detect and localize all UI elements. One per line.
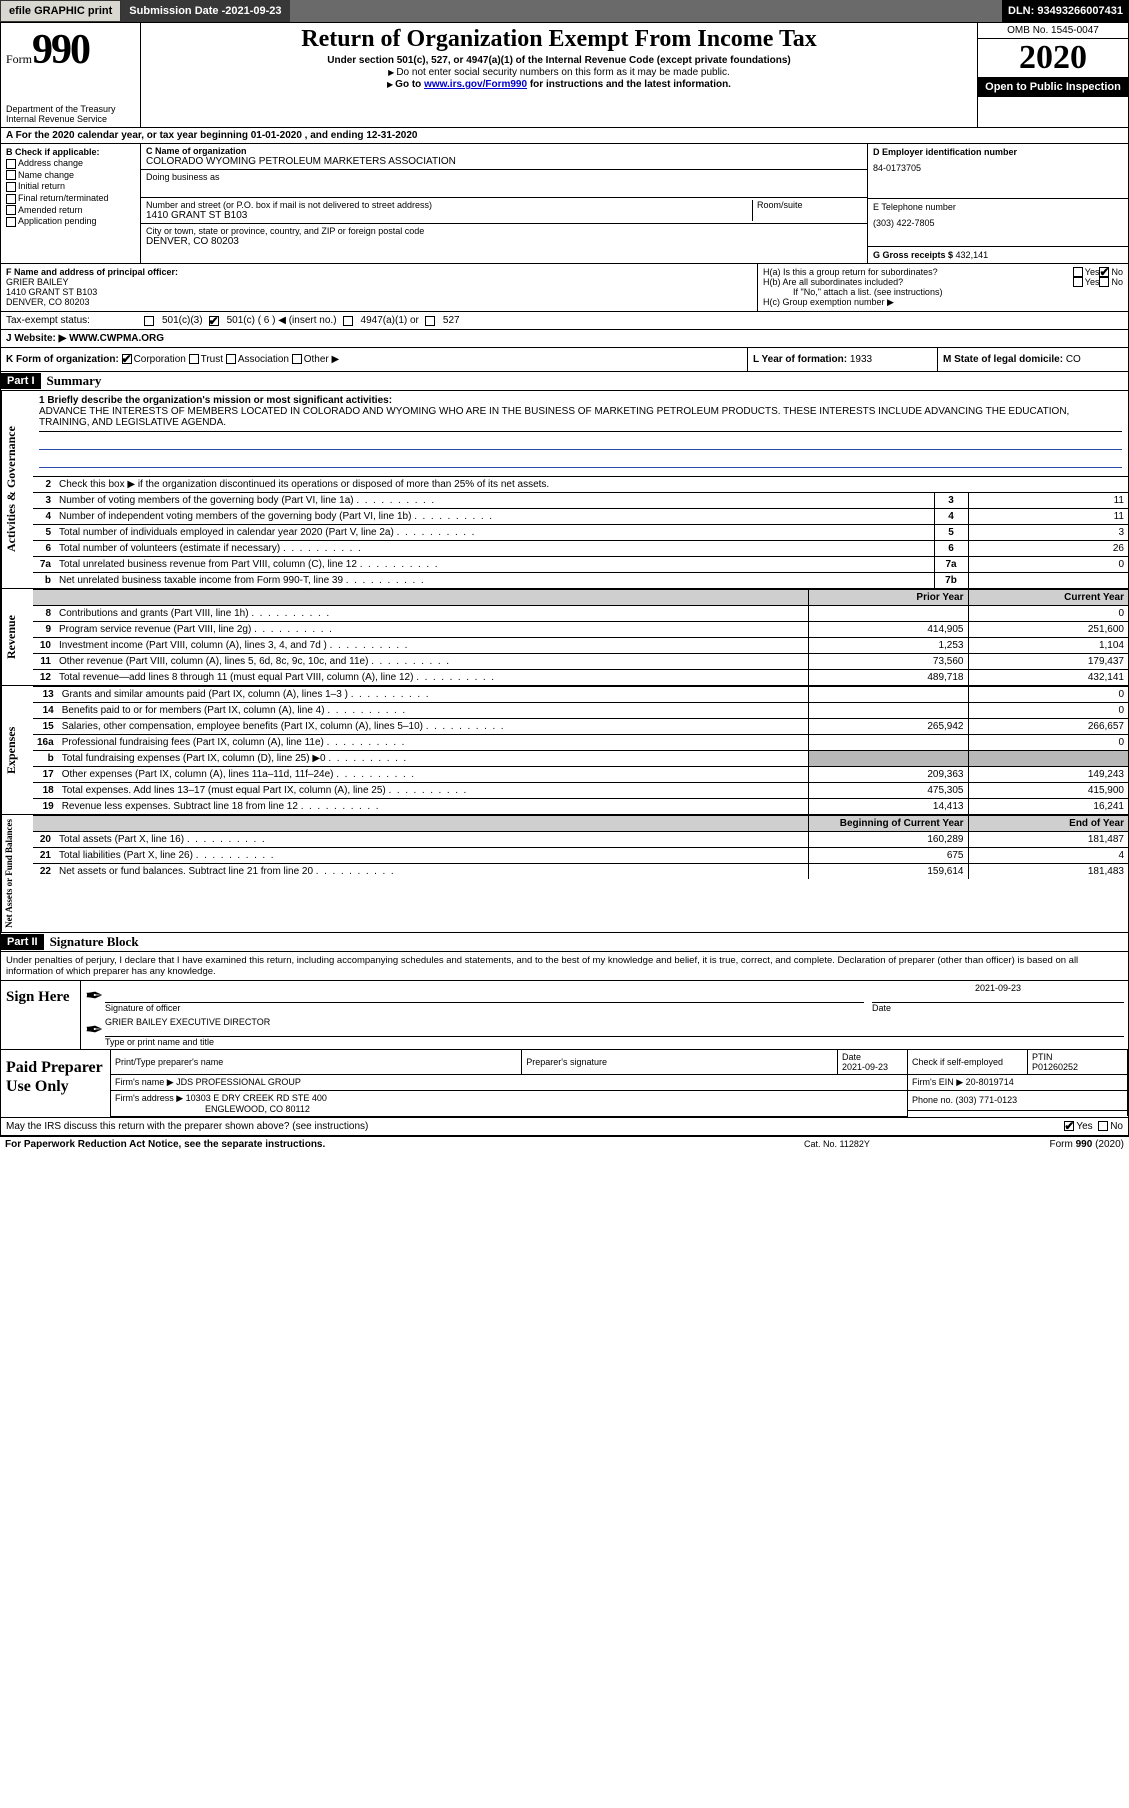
form-title-block: Return of Organization Exempt From Incom… — [141, 23, 978, 127]
paid-preparer-label: Paid Preparer Use Only — [1, 1050, 111, 1117]
form-of-org-row: K Form of organization: Corporation Trus… — [1, 348, 1128, 372]
activities-governance-label: Activities & Governance — [1, 391, 33, 588]
group-return-block: H(a) Is this a group return for subordin… — [758, 264, 1128, 311]
website-row: J Website: ▶ WWW.CWPMA.ORG — [1, 330, 1128, 348]
form-id-block: Form990 Department of the Treasury Inter… — [1, 23, 141, 127]
year-block: OMB No. 1545-0047 2020 Open to Public In… — [978, 23, 1128, 127]
page-title: Return of Organization Exempt From Incom… — [146, 26, 972, 53]
check-applicable-col: B Check if applicable: Address changeNam… — [1, 144, 141, 263]
revenue-label: Revenue — [1, 589, 33, 685]
top-toolbar: efile GRAPHIC print Submission Date - 20… — [0, 0, 1129, 22]
sign-here-label: Sign Here — [1, 981, 81, 1049]
instructions-link[interactable]: www.irs.gov/Form990 — [424, 79, 527, 90]
perjury-declaration: Under penalties of perjury, I declare th… — [1, 952, 1128, 980]
net-assets-label: Net Assets or Fund Balances — [1, 815, 33, 932]
dln-label: DLN: 93493266007431 — [1002, 0, 1129, 22]
mission-text: ADVANCE THE INTERESTS OF MEMBERS LOCATED… — [39, 406, 1122, 432]
submission-date: Submission Date - 2021-09-23 — [121, 0, 289, 22]
efile-print-button[interactable]: efile GRAPHIC print — [0, 0, 121, 22]
part1-header: Part I — [1, 373, 41, 389]
part2-header: Part II — [1, 934, 44, 950]
org-info-col: C Name of organizationCOLORADO WYOMING P… — [141, 144, 868, 263]
page-footer: For Paperwork Reduction Act Notice, see … — [0, 1137, 1129, 1152]
ein-phone-col: D Employer identification number84-01737… — [868, 144, 1128, 263]
officer-block: F Name and address of principal officer:… — [1, 264, 758, 311]
expenses-label: Expenses — [1, 686, 33, 814]
tax-status-row: Tax-exempt status: 501(c)(3) 501(c) ( 6 … — [1, 312, 1128, 330]
tax-year-row: A For the 2020 calendar year, or tax yea… — [1, 128, 1128, 144]
irs-discuss-row: May the IRS discuss this return with the… — [1, 1118, 1128, 1136]
